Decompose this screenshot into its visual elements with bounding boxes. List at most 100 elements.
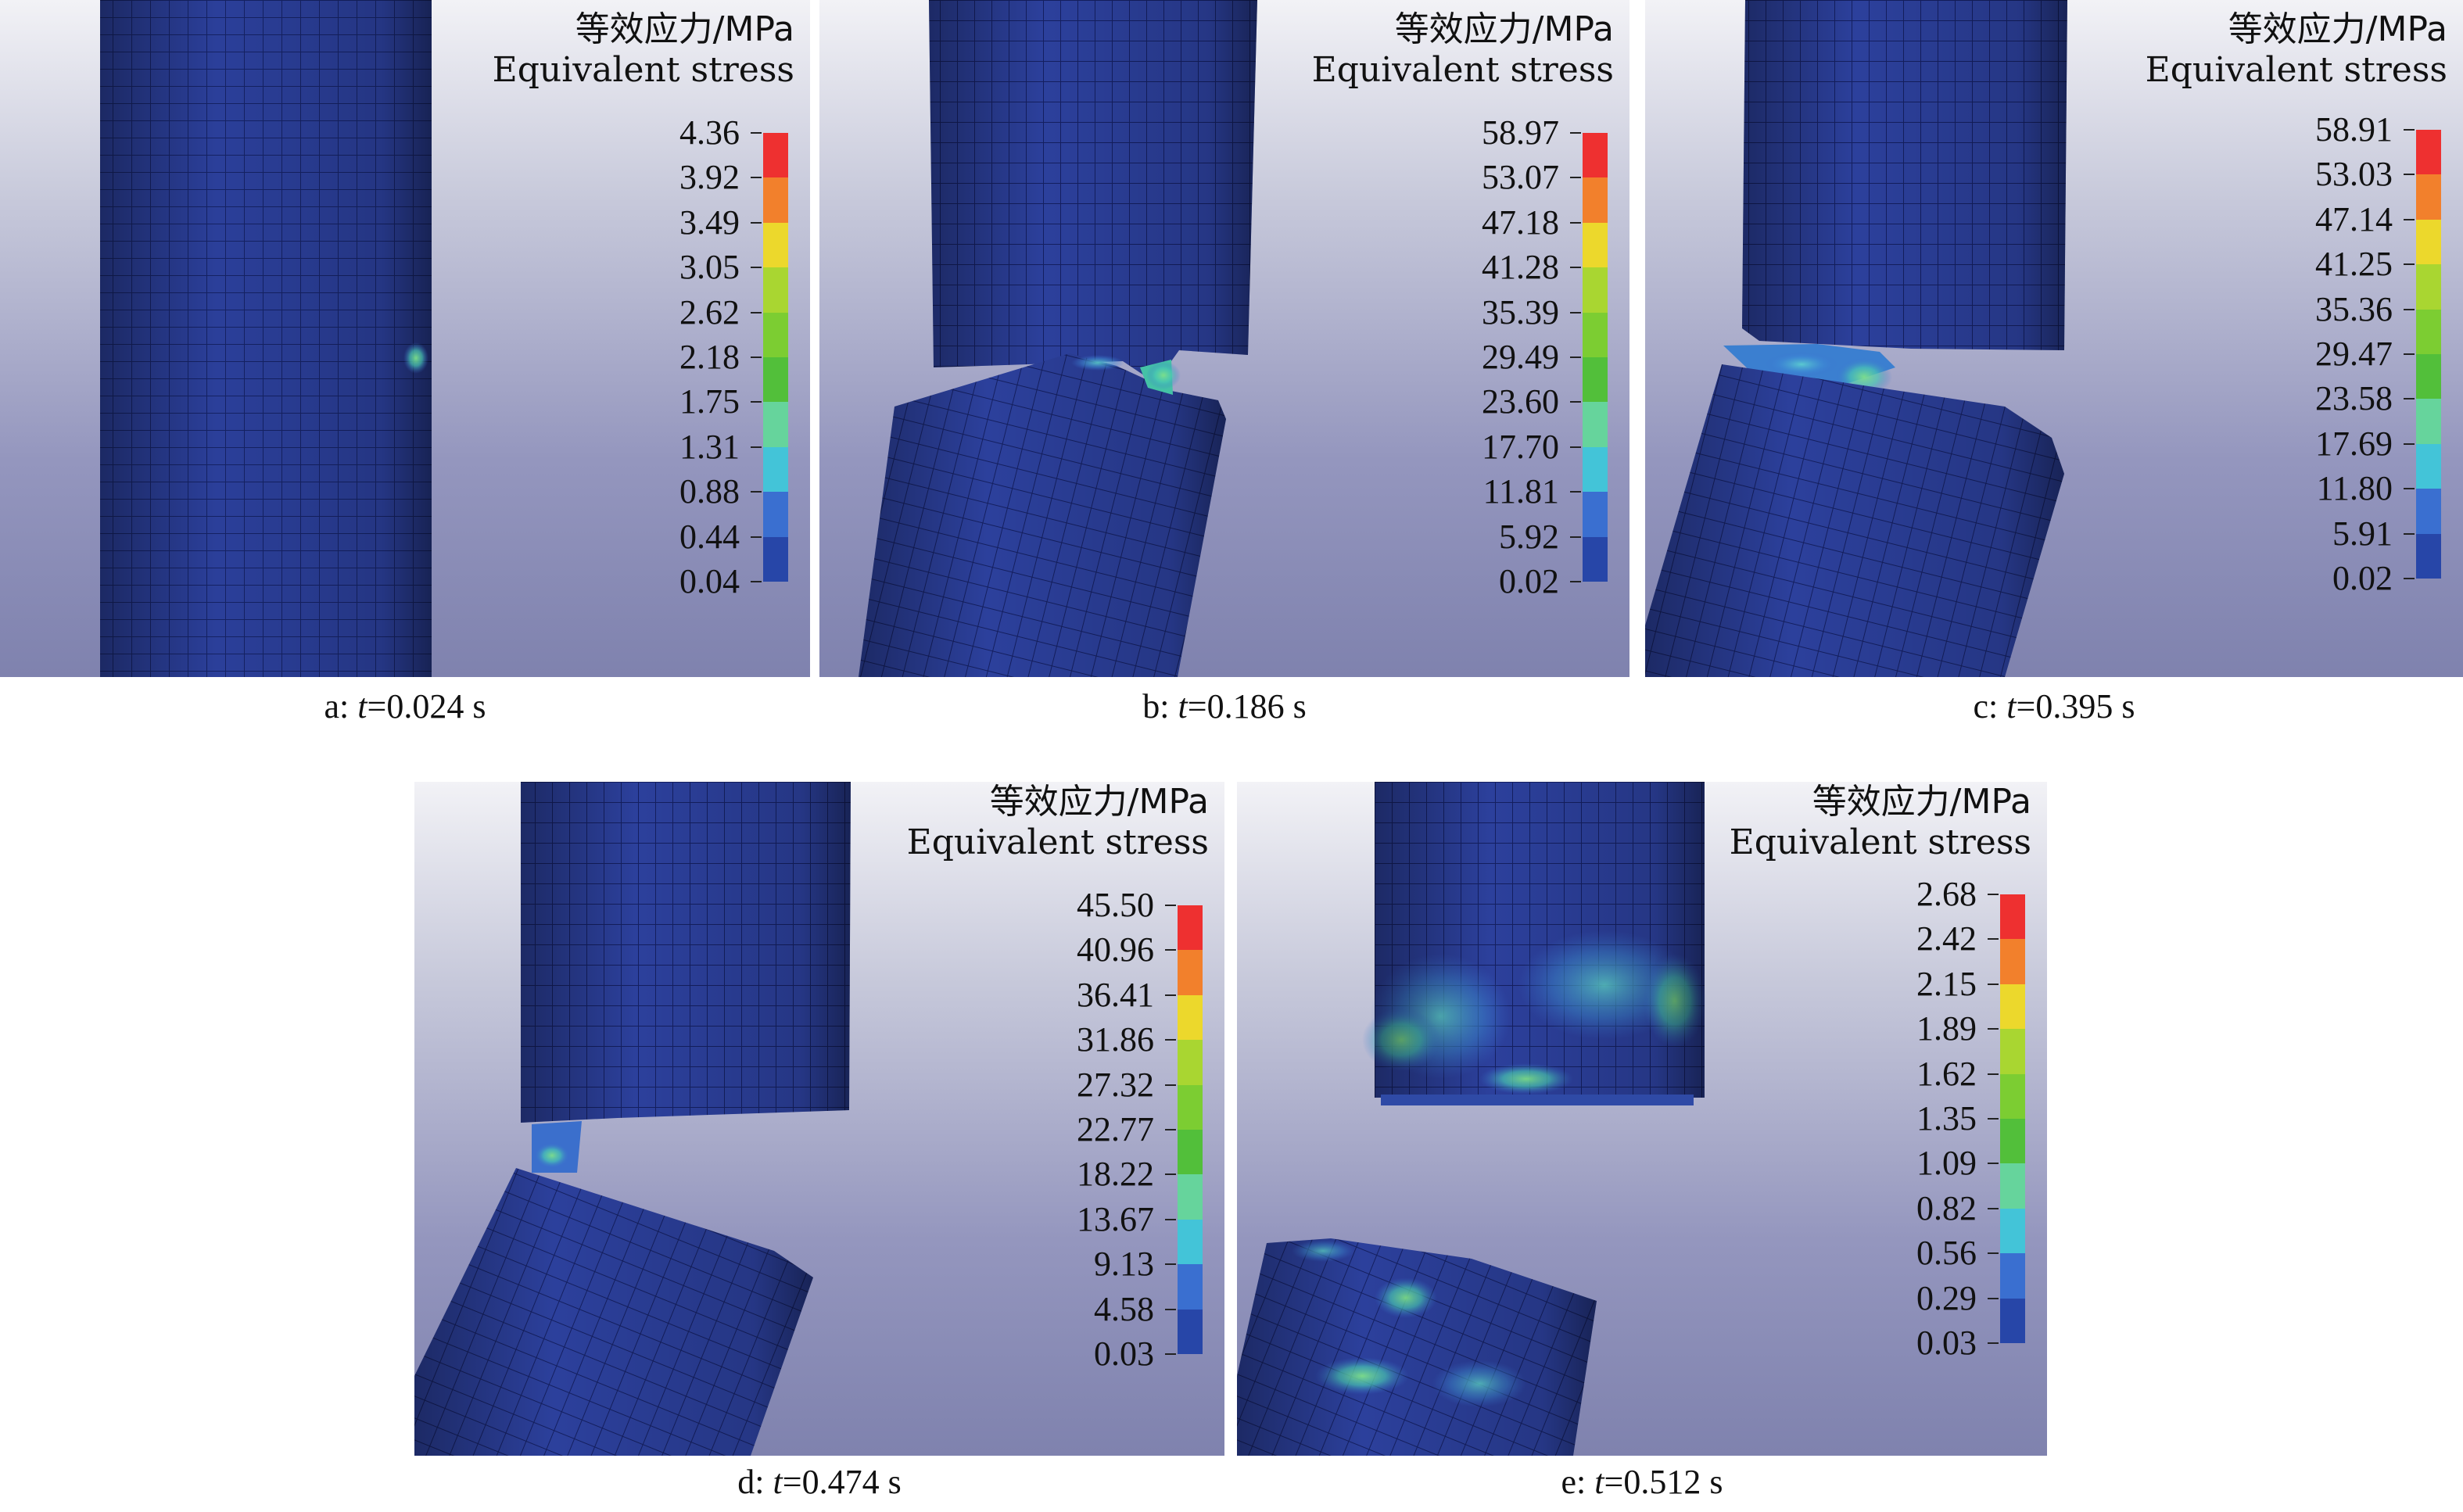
color-scale-segment <box>763 222 788 268</box>
caption-b: b: t=0.186 s <box>819 686 1629 726</box>
color-scale-label: 1.35 <box>1916 1099 1977 1138</box>
color-scale-segment <box>1178 1264 1203 1310</box>
color-scale-tick <box>1570 177 1581 179</box>
color-scale-segment <box>2416 399 2441 445</box>
color-scale-segment <box>2416 533 2441 579</box>
caption-time: =0.024 s <box>367 687 486 726</box>
color-scale-segment <box>1178 1174 1203 1220</box>
legend-title-cn: 等效应力/MPa <box>1394 9 1614 49</box>
legend-title: 等效应力/MPa Equivalent stress <box>493 9 794 91</box>
color-scale-label: 0.04 <box>679 562 740 600</box>
legend-title-en: Equivalent stress <box>906 822 1209 862</box>
color-scale-tick <box>1570 446 1581 448</box>
caption-a: a: t=0.024 s <box>0 686 810 726</box>
color-scale-label: 41.25 <box>2315 245 2393 284</box>
caption-label: c: <box>1973 687 2007 726</box>
color-scale-tick <box>1165 1353 1176 1355</box>
color-scale-segment <box>1178 1309 1203 1355</box>
panel-c: 等效应力/MPa Equivalent stress 58.91 53.03 47.… <box>1645 0 2463 677</box>
caption-variable: t <box>357 687 367 726</box>
color-scale-segment <box>2416 264 2441 310</box>
caption-time: =0.512 s <box>1604 1463 1723 1501</box>
color-scale-label: 0.29 <box>1916 1278 1977 1317</box>
color-scale-tick <box>751 491 762 493</box>
color-scale-bar <box>1178 905 1203 1355</box>
color-scale-label: 0.88 <box>679 472 740 511</box>
color-scale-label: 3.49 <box>679 202 740 242</box>
color-scale-label: 0.02 <box>1499 562 1559 600</box>
color-scale-tick <box>751 446 762 448</box>
color-scale-tick <box>751 311 762 314</box>
color-scale-tick <box>751 132 762 134</box>
legend-title-cn: 等效应力/MPa <box>575 9 794 49</box>
color-scale-tick <box>1988 1163 1999 1165</box>
color-scale-segment <box>1583 402 1608 448</box>
caption-e: e: t=0.512 s <box>1237 1462 2047 1502</box>
color-scale-bar <box>2000 894 2025 1344</box>
color-scale-tick <box>1165 905 1176 906</box>
color-scale-tick <box>2404 308 2415 310</box>
color-scale-segment <box>2416 354 2441 399</box>
color-scale-label: 3.92 <box>679 158 740 197</box>
color-scale-segment <box>2000 1253 2025 1299</box>
panel-e: 等效应力/MPa Equivalent stress 2.68 2.42 2.15 1… <box>1237 782 2047 1456</box>
color-scale-bar <box>763 133 788 582</box>
color-scale-tick <box>1570 311 1581 314</box>
color-scale-label: 29.49 <box>1482 338 1559 376</box>
color-scale-label: 35.36 <box>2315 289 2393 328</box>
color-scale-segment <box>1583 133 1608 178</box>
color-scale-tick <box>2404 263 2415 266</box>
color-scale-tick <box>1570 357 1581 358</box>
legend-title: 等效应力/MPa Equivalent stress <box>1312 9 1614 91</box>
color-scale-tick <box>1988 894 1999 895</box>
color-scale-tick <box>2404 218 2415 220</box>
color-scale-segment <box>1583 492 1608 538</box>
color-scale-tick <box>2404 532 2415 535</box>
legend-title-en: Equivalent stress <box>492 50 794 90</box>
color-scale-label: 41.28 <box>1482 248 1559 287</box>
color-scale-segment <box>1178 1040 1203 1086</box>
color-scale-segment <box>763 177 788 224</box>
color-scale: 45.50 40.96 36.41 31.86 27.32 22.77 18.22 13.67… <box>1024 888 1204 1371</box>
color-scale-label: 23.60 <box>1482 382 1559 421</box>
caption-d: d: t=0.474 s <box>414 1462 1224 1502</box>
color-scale-tick <box>1988 1028 1999 1030</box>
color-scale-segment <box>1583 177 1608 224</box>
color-scale-label: 11.81 <box>1482 472 1559 511</box>
color-scale-tick <box>1988 1073 1999 1075</box>
color-scale: 58.91 53.03 47.14 41.25 35.36 29.47 23.58 17.69… <box>2263 113 2443 596</box>
color-scale-segment <box>2000 1163 2025 1209</box>
caption-label: d: <box>737 1463 773 1501</box>
color-scale-tick <box>751 177 762 179</box>
color-scale-tick <box>1165 1129 1176 1130</box>
color-scale-label: 0.44 <box>679 517 740 556</box>
color-scale-label: 0.03 <box>1094 1335 1154 1373</box>
color-scale-segment <box>1583 312 1608 358</box>
caption-label: b: <box>1142 687 1178 726</box>
color-scale-tick <box>1165 949 1176 951</box>
legend-title-cn: 等效应力/MPa <box>2228 9 2447 49</box>
color-scale-label: 2.18 <box>679 338 740 376</box>
color-scale-tick <box>2404 353 2415 355</box>
color-scale-segment <box>763 267 788 314</box>
caption-time: =0.186 s <box>1187 687 1307 726</box>
caption-variable: t <box>1178 687 1188 726</box>
color-scale-segment <box>1178 994 1203 1041</box>
legend-title-cn: 等效应力/MPa <box>1812 782 2031 822</box>
color-scale-label: 5.91 <box>2332 514 2393 553</box>
color-scale-segment <box>763 357 788 403</box>
color-scale-label: 9.13 <box>1094 1245 1154 1284</box>
color-scale-label: 22.77 <box>1077 1110 1154 1148</box>
color-scale-label: 58.91 <box>2315 110 2393 149</box>
color-scale-label: 4.58 <box>1094 1289 1154 1328</box>
color-scale-label: 40.96 <box>1077 930 1154 969</box>
color-scale-tick <box>1570 267 1581 269</box>
legend-title-cn: 等效应力/MPa <box>989 782 1209 822</box>
panel-d: 等效应力/MPa Equivalent stress 45.50 40.96 36.… <box>414 782 1224 1456</box>
color-scale-tick <box>1165 1218 1176 1220</box>
panel-b: 等效应力/MPa Equivalent stress 58.97 53.07 47.… <box>819 0 1629 677</box>
stress-simulation-image <box>414 782 851 1456</box>
color-scale-tick <box>2404 129 2415 131</box>
color-scale-tick <box>751 357 762 358</box>
color-scale-label: 1.75 <box>679 382 740 421</box>
